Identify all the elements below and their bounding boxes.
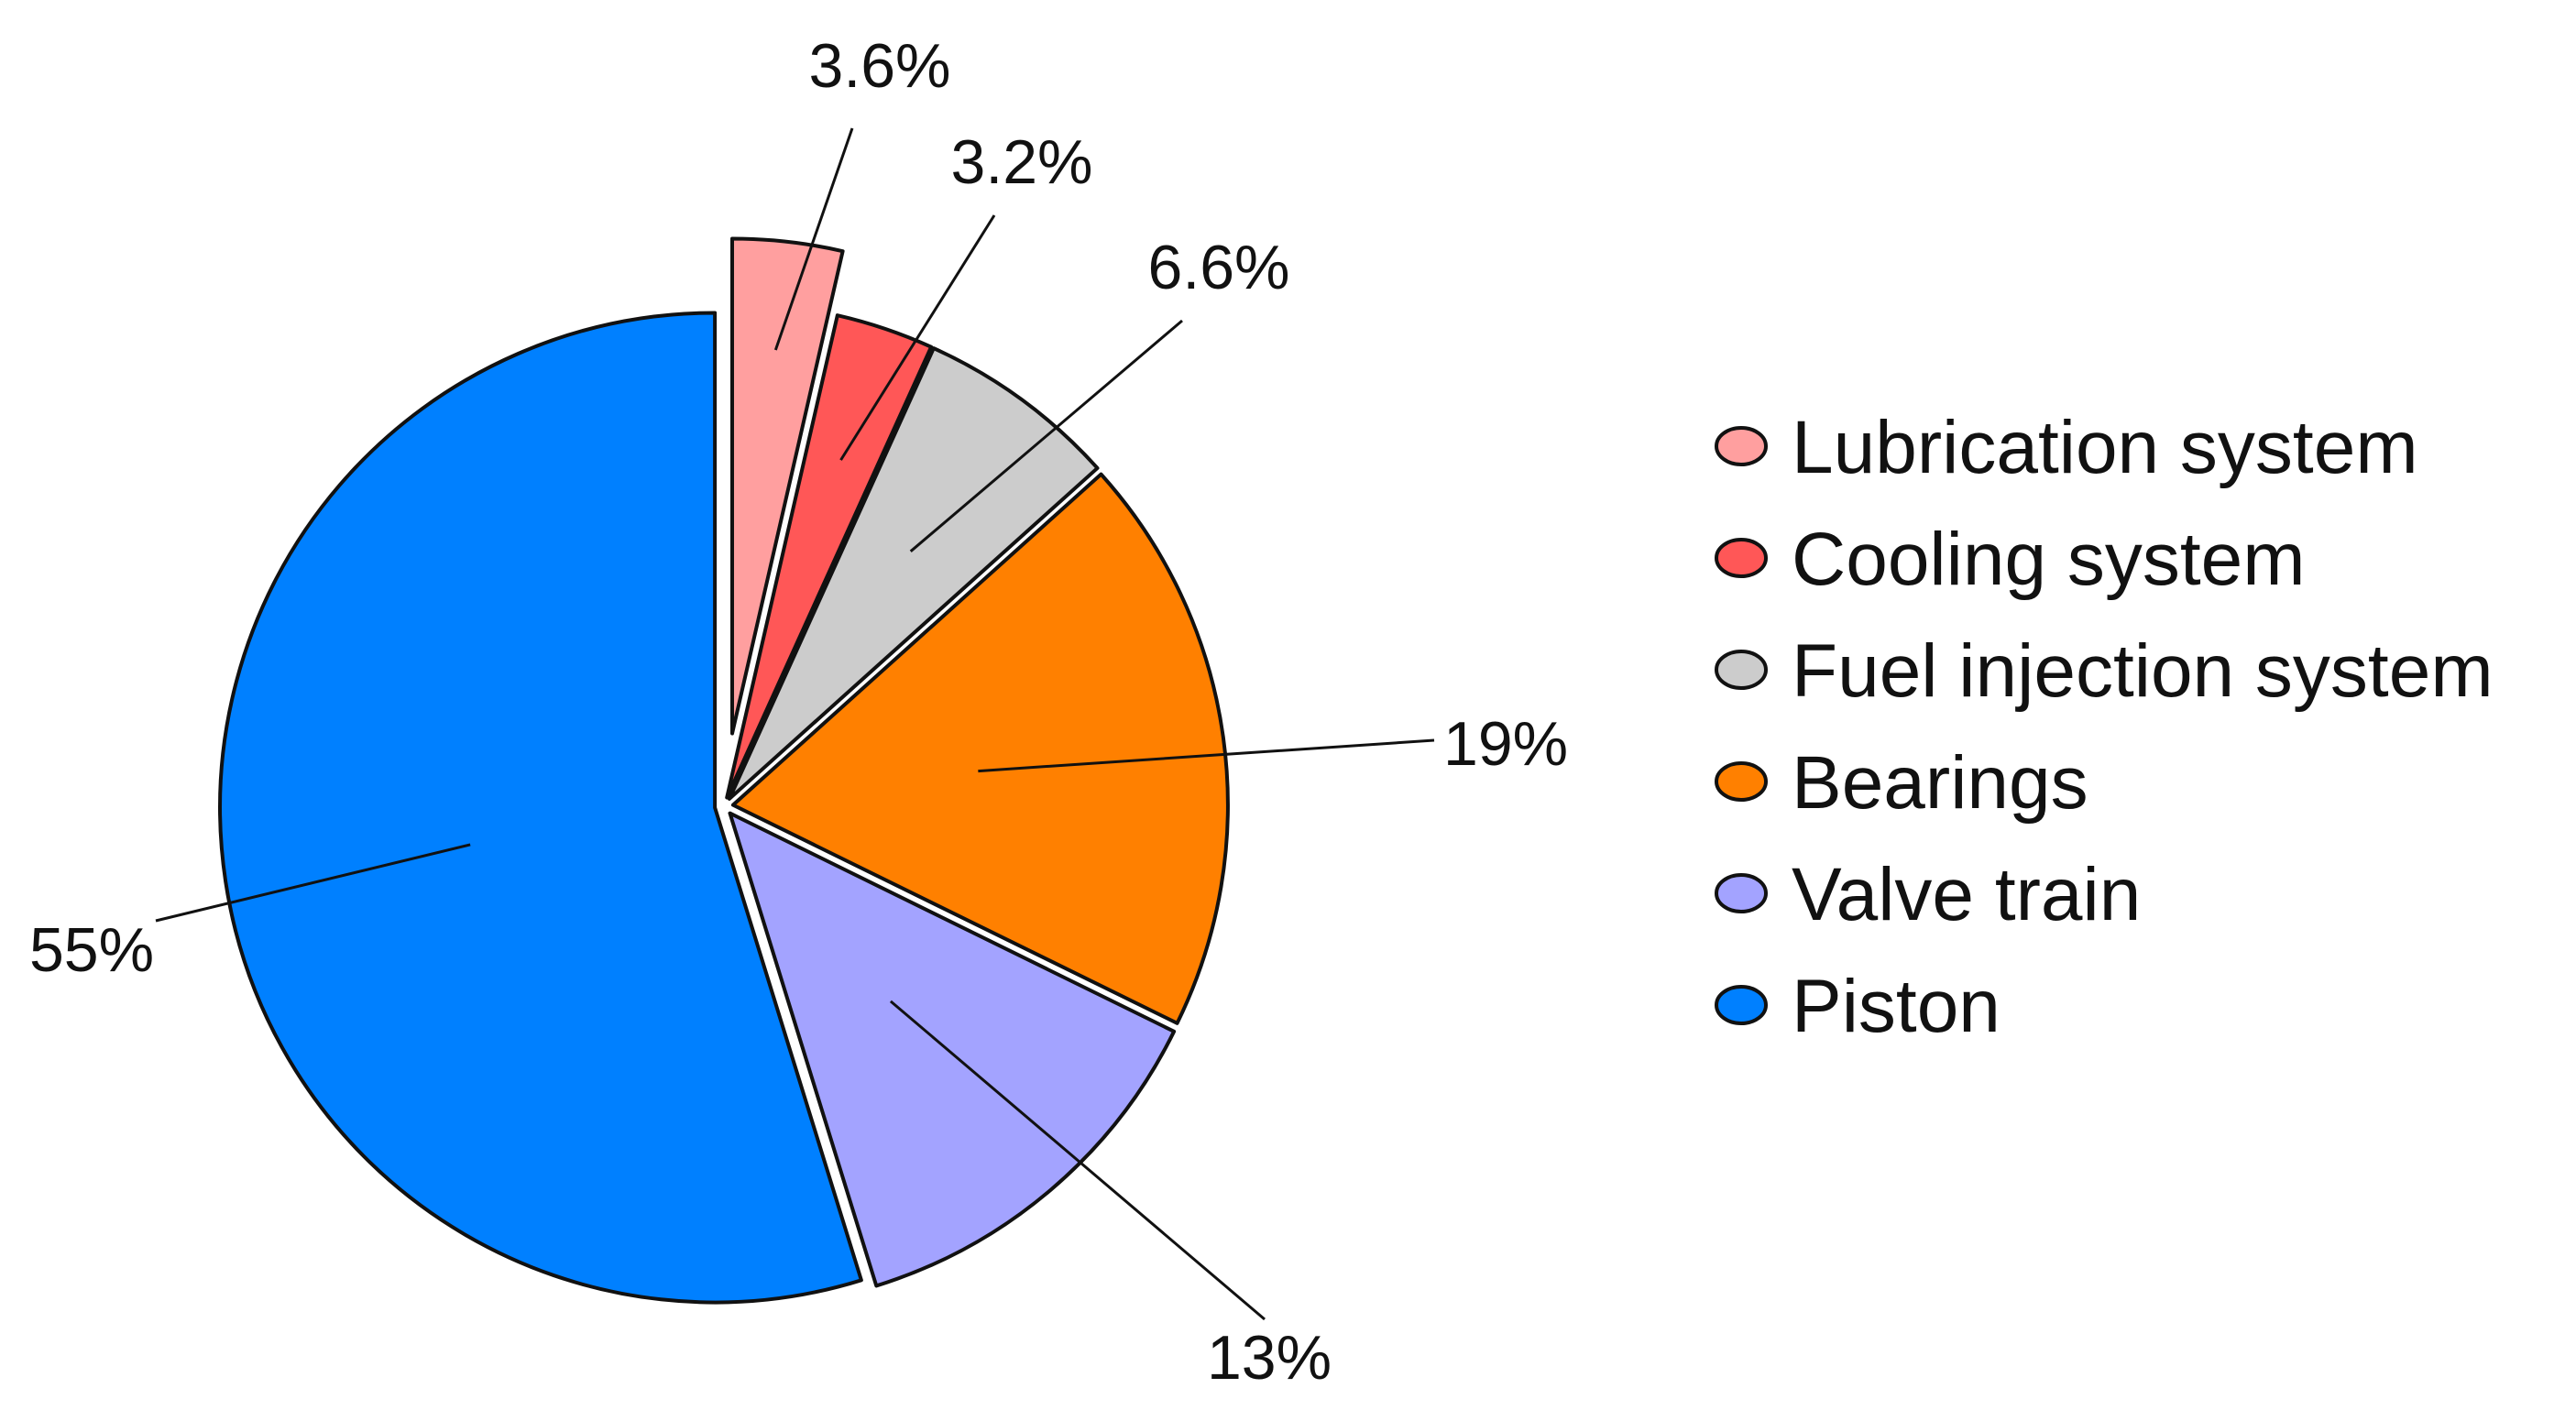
legend-marker — [1715, 426, 1768, 466]
legend-label: Lubrication system — [1792, 406, 2418, 489]
data-label-piston: 55% — [29, 915, 154, 985]
legend-marker — [1715, 650, 1768, 690]
legend-marker — [1715, 985, 1768, 1025]
legend-item-valve-train: Valve train — [1715, 853, 2141, 936]
legend-item-lubrication-system: Lubrication system — [1715, 406, 2418, 489]
pie-slice-valve-train — [728, 811, 1177, 1288]
leader-line-fuel-injection-system — [909, 319, 1183, 552]
percentage-labels: 3.6%3.2% 6.6% 19% 13% 55% — [29, 31, 1568, 1393]
pie-slice-bearings — [730, 472, 1230, 1025]
leader-line-piston — [155, 843, 471, 923]
legend-item-cooling-system: Cooling system — [1715, 518, 2306, 601]
pie-slice-lubrication-system — [729, 236, 845, 736]
leader-line-bearings — [978, 738, 1435, 773]
legend-label: Cooling system — [1792, 518, 2306, 601]
data-label-lubrication-system: 3.6% — [809, 31, 951, 101]
pie-slice-piston — [218, 311, 863, 1305]
leader-lines — [155, 127, 1435, 1321]
data-label-fuel-injection-system: 6.6% — [1148, 233, 1290, 302]
leader-line-cooling-system — [839, 214, 996, 461]
pie-slice-cooling-system — [725, 313, 934, 800]
legend-marker — [1715, 873, 1768, 913]
data-label-valve-train: 13% — [1207, 1323, 1332, 1393]
legend-label: Bearings — [1792, 741, 2088, 825]
pie-slice-fuel-injection-system — [727, 346, 1100, 801]
legend: Lubrication system Cooling system Fuel inj… — [1715, 406, 2494, 1048]
legend-item-piston: Piston — [1715, 965, 2001, 1048]
legend-label: Valve train — [1792, 853, 2141, 936]
legend-item-fuel-injection-system: Fuel injection system — [1715, 629, 2494, 713]
legend-marker — [1715, 538, 1768, 578]
data-label-cooling-system: 3.2% — [951, 127, 1093, 197]
pie-slices — [218, 236, 1230, 1305]
data-label-bearings: 19% — [1443, 709, 1568, 779]
leader-line-valve-train — [889, 1000, 1266, 1321]
legend-item-bearings: Bearings — [1715, 741, 2088, 825]
legend-label: Piston — [1792, 965, 2001, 1048]
legend-marker — [1715, 761, 1768, 802]
legend-label: Fuel injection system — [1792, 629, 2494, 713]
leader-line-lubrication-system — [773, 127, 854, 351]
